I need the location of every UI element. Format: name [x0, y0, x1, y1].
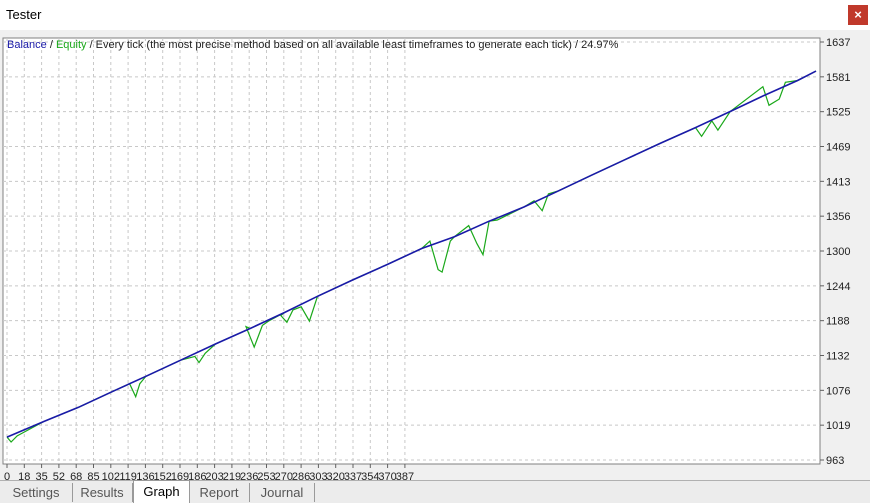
window-title: Tester: [6, 7, 42, 22]
tab-bar: Settings Results Graph Report Journal: [0, 480, 870, 503]
close-button[interactable]: ×: [848, 5, 868, 25]
y-tick-label: 963: [826, 455, 844, 467]
x-tick-label: 236: [240, 471, 258, 480]
tab-graph[interactable]: Graph: [133, 480, 190, 503]
legend-description: / Every tick (the most precise method ba…: [86, 39, 619, 51]
title-bar: Tester ×: [0, 0, 870, 30]
tab-settings[interactable]: Settings: [0, 483, 73, 502]
legend-balance: Balance: [7, 39, 47, 51]
y-tick-label: 1076: [826, 385, 850, 397]
x-tick-label: 186: [188, 471, 206, 480]
x-tick-label: 203: [205, 471, 223, 480]
balance-equity-chart: 1637 1581 1525 1469 1413 1356 1300 1244 1188 1132…: [2, 37, 850, 480]
x-tick-label: 169: [171, 471, 189, 480]
x-tick-label: 270: [275, 471, 293, 480]
tab-journal[interactable]: Journal: [250, 483, 315, 502]
y-tick-label: 1637: [826, 37, 850, 49]
y-tick-label: 1019: [826, 420, 850, 432]
y-tick-label: 1132: [826, 351, 850, 363]
x-tick-label: 152: [154, 471, 172, 480]
x-tick-label: 136: [136, 471, 154, 480]
y-tick-label: 1413: [826, 176, 850, 188]
chart-legend: Balance / Equity / Every tick (the most …: [7, 39, 618, 51]
x-tick-label: 387: [396, 471, 414, 480]
x-tick-label: 85: [87, 471, 99, 480]
y-tick-label: 1469: [826, 142, 850, 154]
x-tick-label: 219: [223, 471, 241, 480]
x-tick-label: 35: [35, 471, 47, 480]
y-tick-label: 1356: [826, 211, 850, 223]
x-tick-label: 68: [70, 471, 82, 480]
tab-results[interactable]: Results: [72, 483, 133, 502]
x-tick-label: 337: [344, 471, 362, 480]
graph-panel: 1637 1581 1525 1469 1413 1356 1300 1244 1188 1132…: [0, 30, 870, 480]
x-tick-label: 303: [309, 471, 327, 480]
balance-line: [6, 70, 817, 438]
x-tick-label: 0: [4, 471, 10, 480]
x-tick-label: 119: [119, 471, 137, 480]
x-tick-label: 354: [361, 471, 379, 480]
x-tick-label: 286: [292, 471, 310, 480]
x-tick-label: 18: [18, 471, 30, 480]
x-tick-label: 253: [257, 471, 275, 480]
legend-separator: /: [46, 39, 56, 51]
tab-report[interactable]: Report: [189, 483, 250, 502]
x-tick-label: 52: [53, 471, 65, 480]
y-tick-label: 1244: [826, 281, 850, 293]
x-tick-label: 102: [102, 471, 120, 480]
y-tick-label: 1525: [826, 107, 850, 119]
y-tick-label: 1300: [826, 246, 850, 258]
x-tick-label: 320: [327, 471, 345, 480]
y-tick-label: 1581: [826, 72, 850, 84]
x-tick-label: 370: [378, 471, 396, 480]
legend-equity: Equity: [55, 39, 87, 51]
y-tick-label: 1188: [826, 316, 850, 328]
